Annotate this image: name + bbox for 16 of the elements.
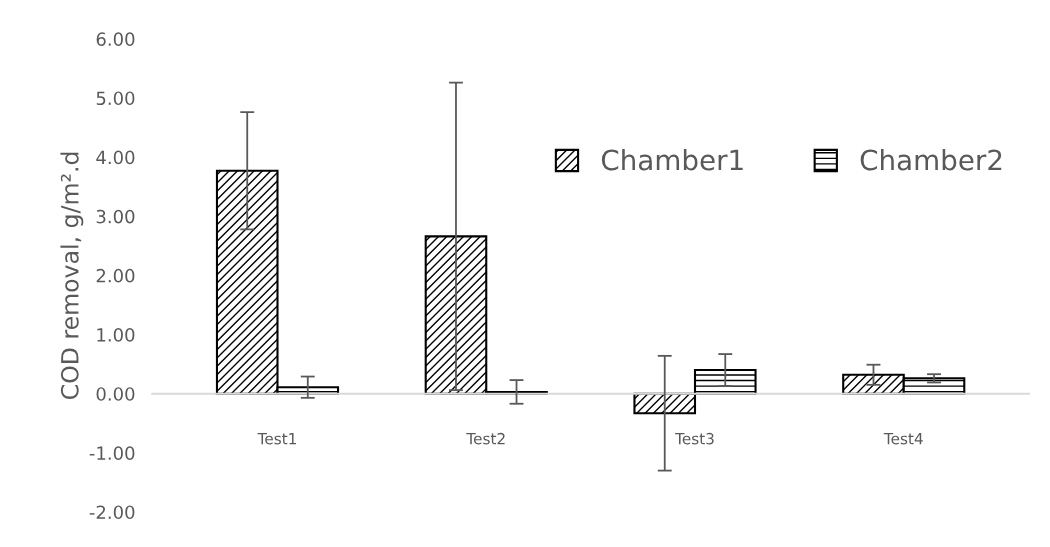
y-tick-label: -1.00	[89, 446, 135, 460]
y-tick-label: 1.00	[97, 328, 135, 342]
legend-label: Chamber1	[601, 149, 743, 171]
y-tick-label: 4.00	[96, 150, 135, 165]
x-tick-label: Test2	[466, 432, 505, 445]
y-axis-title: COD removal, g/m².d	[60, 152, 84, 399]
y-tick-label: 0.00	[96, 387, 135, 401]
x-tick-label: Test4	[883, 433, 923, 445]
x-tick-label: Test1	[257, 433, 296, 445]
x-tick-label: Test3	[675, 432, 714, 445]
y-tick-label: 2.00	[96, 268, 135, 283]
y-tick-label: 6.00	[96, 32, 135, 46]
y-tick-label: 3.00	[96, 209, 135, 224]
y-tick-label: -2.00	[89, 505, 135, 520]
legend-label: Chamber2	[860, 149, 1002, 171]
y-tick-label: 5.00	[96, 91, 135, 106]
